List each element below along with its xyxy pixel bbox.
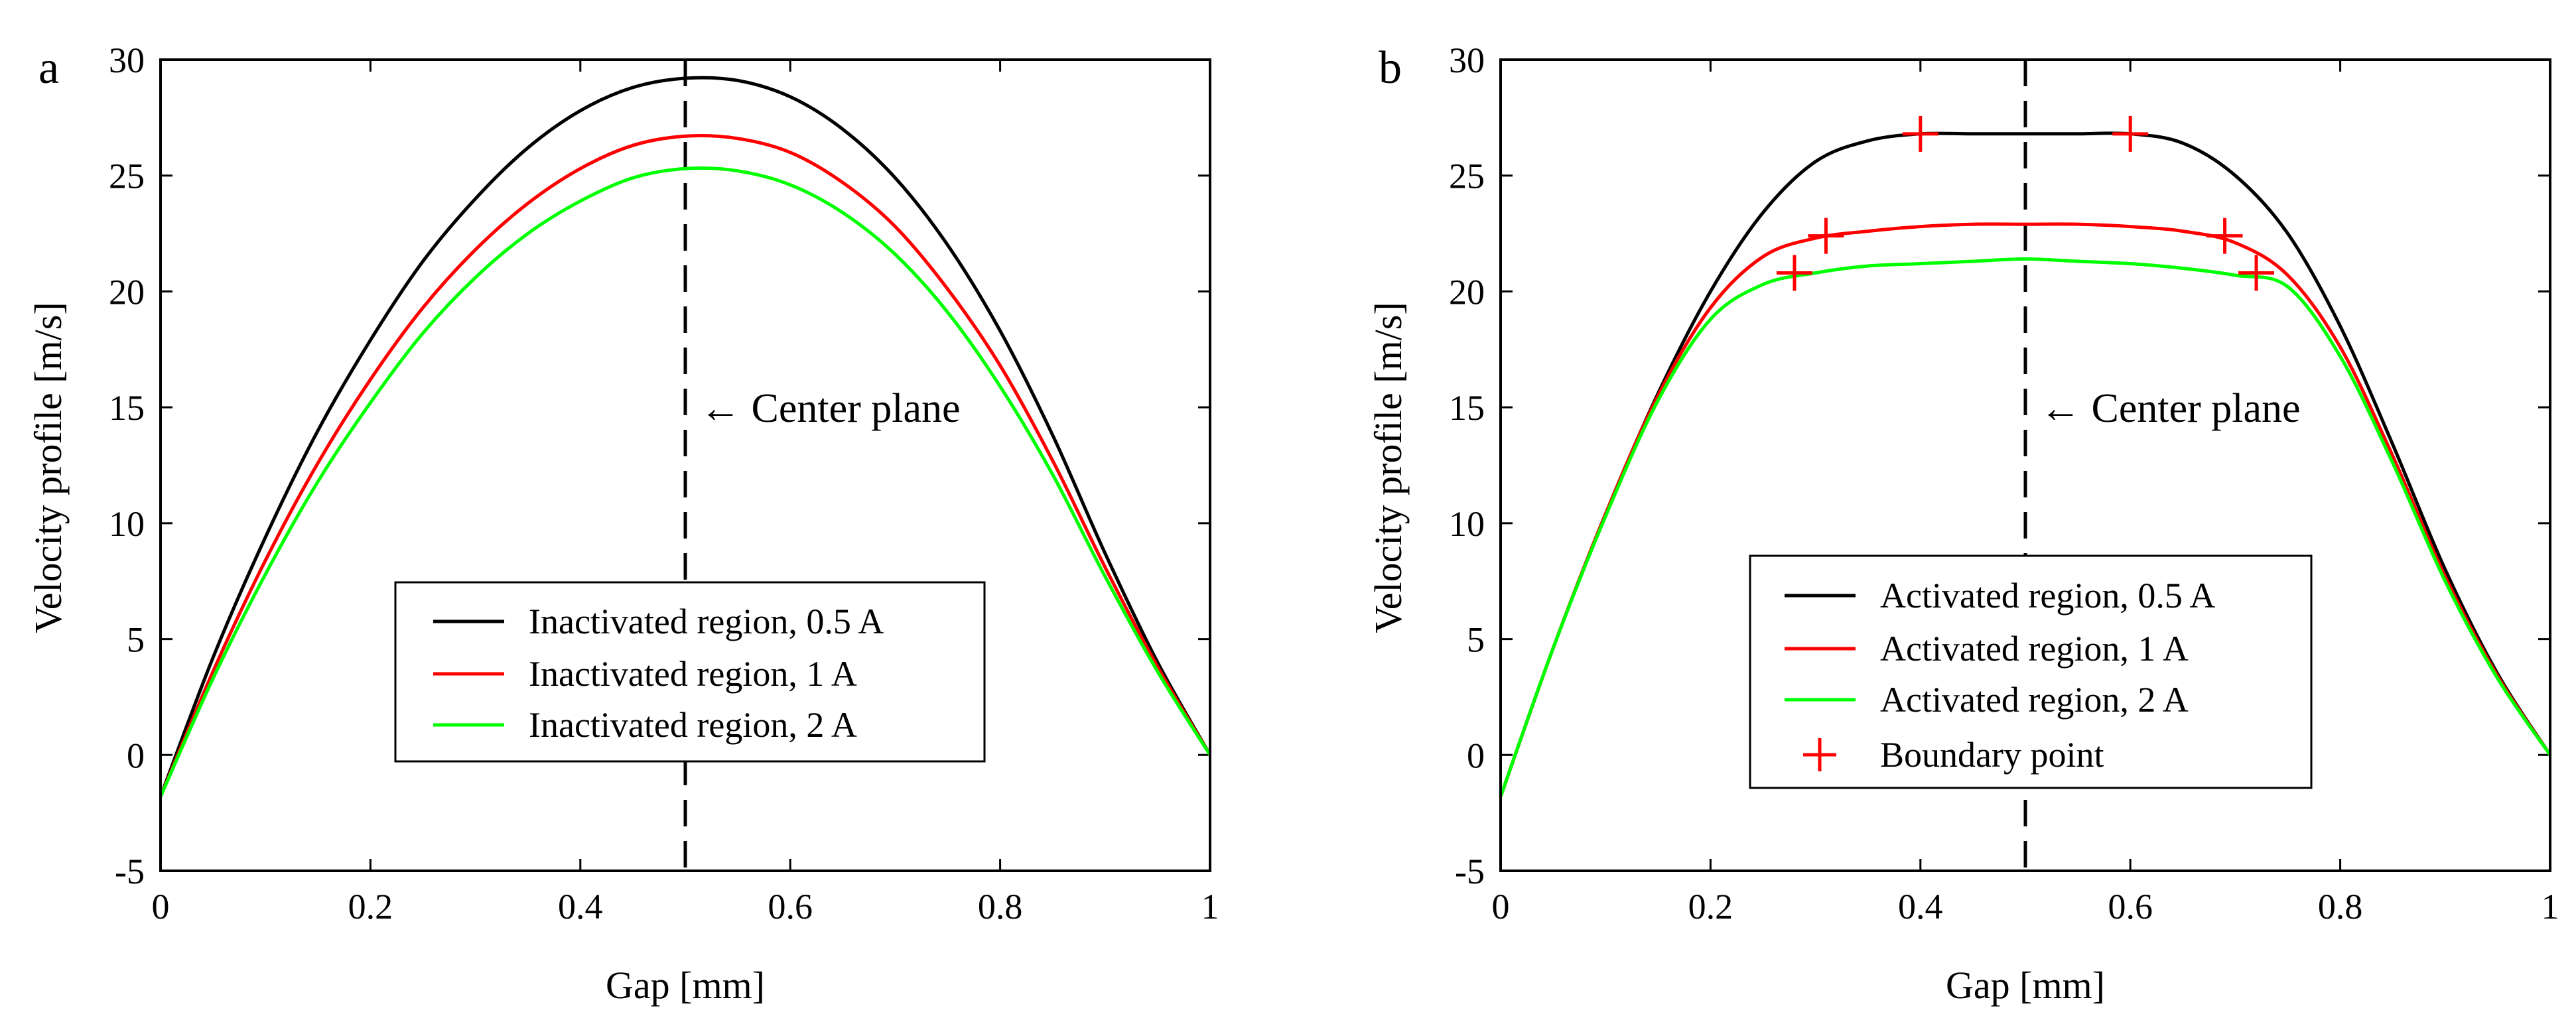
panel-b-legend: Activated region, 0.5 A Activated region…	[1749, 554, 2313, 789]
panel-a-y-tick-label: -5	[115, 852, 145, 891]
panel-b-legend-label-markers: Boundary point	[1880, 735, 2104, 775]
panel-b-legend-marker-plus-icon	[1803, 738, 1836, 771]
panel-b-legend-label-1: Activated region, 1 A	[1880, 629, 2189, 669]
panel-a-x-tick-label: 0.4	[558, 887, 603, 927]
panel-a-legend-box	[394, 581, 986, 763]
panel-a-plot-area	[159, 60, 1212, 871]
panel-b-legend-label-0: Activated region, 0.5 A	[1880, 576, 2215, 615]
panel-a-axes-frame	[159, 58, 1211, 872]
panel-a-y-axis-title: Velocity profile [m/s]	[27, 302, 70, 633]
panel-b-y-tick-label: 25	[1449, 157, 1485, 196]
panel-a-legend-label-0: Inactivated region, 0.5 A	[529, 602, 884, 641]
panel-b-y-tick-label: 10	[1449, 504, 1485, 544]
panel-a-x-tick-label: 0.2	[348, 887, 393, 927]
panel-b-y-tick-label: 20	[1449, 272, 1485, 312]
panel-a-x-tick-label: 0.6	[768, 887, 813, 927]
panel-b-x-tick-label: 0.4	[1898, 887, 1943, 927]
panel-a-legend: Inactivated region, 0.5 A Inactivated re…	[394, 581, 986, 763]
panel-a-x-tick-label: 1	[1201, 887, 1219, 927]
panel-a-legend-label-1: Inactivated region, 1 A	[529, 654, 857, 694]
panel-b-plot-area	[1499, 60, 2552, 871]
panel-a-y-tick-label: 15	[109, 388, 145, 428]
panel-a-inactivated: a Velocity profile [m/s] Gap [mm] 0 0.2 0.…	[27, 40, 1219, 1007]
panel-a-y-tick-label: 5	[127, 620, 145, 660]
panel-b-x-tick-label: 0	[1492, 887, 1510, 927]
panel-b-y-axis-title: Velocity profile [m/s]	[1367, 302, 1410, 633]
panel-b-y-tick-label: -5	[1455, 852, 1485, 891]
panel-a-letter: a	[38, 42, 59, 94]
panel-b-boundary-point	[2206, 218, 2243, 254]
panel-b-x-axis-title: Gap [mm]	[1946, 964, 2105, 1007]
panel-a-x-tick-label: 0.8	[978, 887, 1023, 927]
panel-b-y-tick-label: 5	[1467, 620, 1485, 660]
panel-b-x-tick-label: 0.6	[2108, 887, 2153, 927]
panel-a-y-tick-label: 20	[109, 272, 145, 312]
panel-b-boundary-point	[1776, 255, 1812, 291]
panel-a-y-tick-label: 0	[127, 736, 145, 775]
panel-a-legend-label-2: Inactivated region, 2 A	[529, 705, 857, 745]
panel-b-activated: b Velocity profile [m/s] Gap [mm] 0 0.2 0.…	[1367, 40, 2559, 1007]
panel-b-x-tick-label: 0.2	[1688, 887, 1733, 927]
panel-b-axes-frame	[1499, 58, 2551, 872]
panel-a-center-plane-label: ← Center plane	[700, 386, 961, 431]
panel-a-series-line-2	[159, 166, 1212, 798]
panel-b-letter: b	[1379, 42, 1402, 94]
panel-a-y-tick-label: 25	[109, 157, 145, 196]
panel-b-center-plane-label: ← Center plane	[2040, 386, 2301, 431]
panel-b-y-tick-label: 0	[1467, 736, 1485, 775]
panel-b-y-tick-label: 15	[1449, 388, 1485, 428]
panel-b-x-tick-label: 1	[2542, 887, 2559, 927]
panel-b-boundary-point	[1902, 115, 1938, 152]
panel-b-y-tick-label: 30	[1449, 40, 1485, 80]
panel-b-boundary-point	[1808, 218, 1844, 254]
panel-a-y-tick-label: 30	[109, 40, 145, 80]
panel-a-x-tick-label: 0	[152, 887, 170, 927]
panel-b-boundary-point	[2238, 255, 2275, 291]
panel-a-y-tick-label: 10	[109, 504, 145, 544]
panel-b-boundary-point	[2112, 115, 2149, 152]
panel-b-x-tick-label: 0.8	[2318, 887, 2363, 927]
panel-a-x-axis-title: Gap [mm]	[606, 964, 765, 1007]
panel-b-series-line-2	[1499, 257, 2552, 798]
panel-b-legend-label-2: Activated region, 2 A	[1880, 680, 2189, 720]
panel-a-series-line-1	[159, 134, 1212, 798]
panel-a-series-line-0	[159, 76, 1212, 798]
